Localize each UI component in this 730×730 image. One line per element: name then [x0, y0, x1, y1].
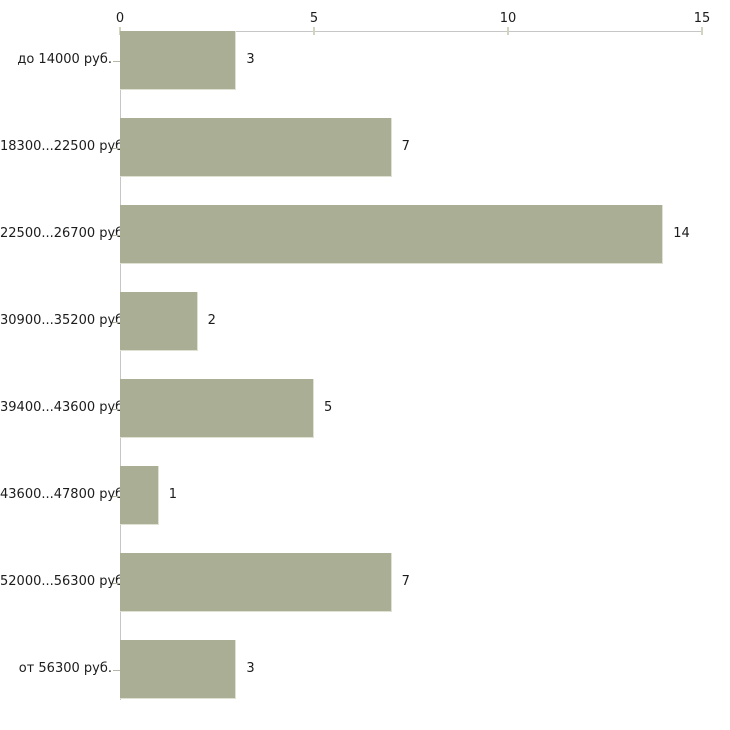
bar-value-label: 1: [168, 486, 178, 502]
bar: [120, 466, 159, 525]
x-axis-tick-mark: [507, 27, 509, 35]
category-label: 18300...22500 руб.: [0, 138, 128, 154]
category-tick-mark: [113, 147, 120, 149]
category-label: 22500...26700 руб.: [0, 225, 128, 241]
category-tick-mark: [113, 60, 120, 62]
bar-value-label: 7: [401, 138, 410, 154]
x-axis-tick-mark: [313, 27, 315, 35]
bar-value-label: 3: [246, 51, 255, 67]
category-label: 43600...47800 руб.: [0, 486, 128, 502]
category-label: 52000...56300 руб.: [0, 573, 128, 589]
x-axis-tick-label: 0: [115, 11, 125, 26]
bar: [120, 292, 198, 351]
x-axis-tick-label: 15: [693, 11, 711, 26]
x-axis-tick-label: 5: [309, 11, 319, 26]
bar-value-label: 5: [324, 399, 333, 415]
bar: [120, 553, 392, 612]
category-label: 30900...35200 руб.: [0, 312, 128, 328]
category-tick-mark: [113, 495, 120, 497]
bar-value-label: 14: [673, 225, 690, 241]
category-tick-mark: [113, 582, 120, 584]
category-tick-mark: [113, 408, 120, 410]
x-axis-tick-label: 10: [499, 11, 517, 26]
category-label: 39400...43600 руб.: [0, 399, 128, 415]
x-axis-tick-mark: [701, 27, 703, 35]
x-axis-line: [120, 31, 702, 32]
bar: [120, 31, 237, 90]
category-label: от 56300 руб.: [18, 660, 112, 676]
category-tick-mark: [113, 669, 120, 671]
bar: [120, 118, 392, 177]
bar-value-label: 2: [207, 312, 216, 328]
y-axis-line: [120, 31, 121, 700]
category-tick-mark: [113, 321, 120, 323]
category-tick-mark: [113, 234, 120, 236]
bar-value-label: 7: [401, 573, 410, 589]
bar: [120, 379, 314, 438]
bar: [120, 205, 664, 264]
bar-value-label: 3: [246, 660, 255, 676]
bar: [120, 640, 237, 699]
category-label: до 14000 руб.: [17, 51, 112, 67]
